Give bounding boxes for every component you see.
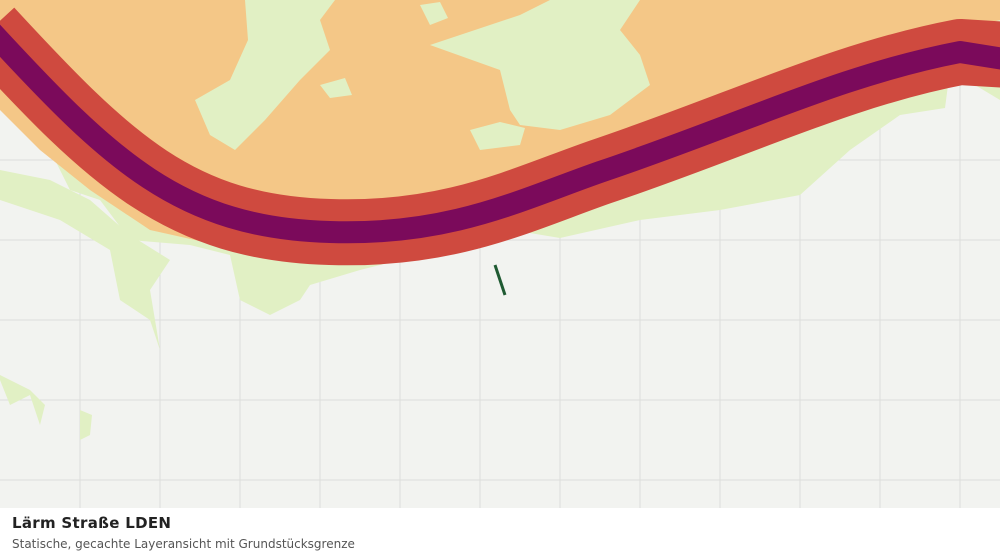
noise-map <box>0 0 1000 508</box>
caption: Lärm Straße LDEN Statische, gecachte Lay… <box>0 508 1000 560</box>
layer-title: Lärm Straße LDEN <box>12 514 172 532</box>
noise-zone-low <box>0 375 92 440</box>
parcel-boundary <box>493 264 507 296</box>
noise-zone-very-high <box>0 24 1000 244</box>
noise-zone-low <box>0 170 170 350</box>
noise-zone-low <box>320 2 525 150</box>
layer-subtitle: Statische, gecachte Layeransicht mit Gru… <box>12 537 355 551</box>
